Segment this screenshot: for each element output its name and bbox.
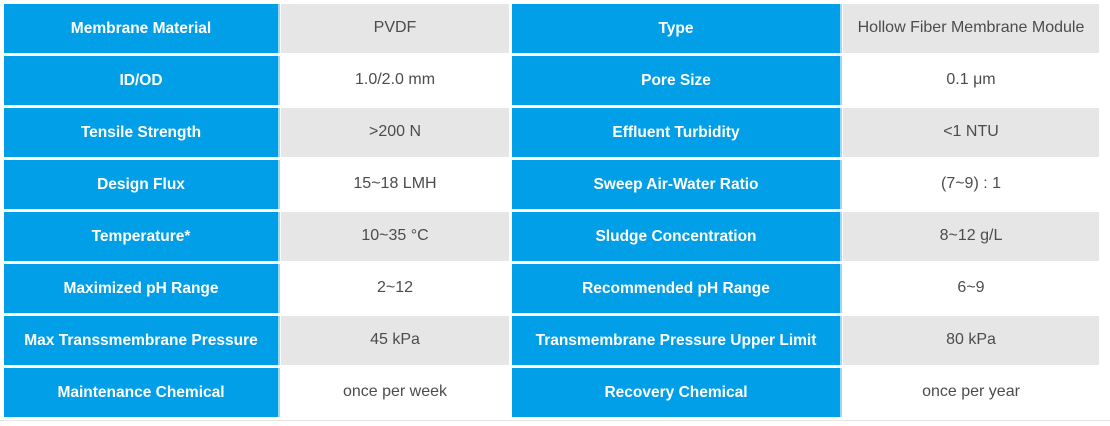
spec-value-effluent-turbidity: <1 NTU bbox=[843, 108, 1099, 157]
spec-value-tensile-strength: >200 N bbox=[281, 108, 509, 157]
spec-label-recommended-ph-range: Recommended pH Range bbox=[512, 264, 840, 313]
spec-table: Membrane Material PVDF Type Hollow Fiber… bbox=[4, 4, 1099, 417]
spec-label-temperature: Temperature* bbox=[4, 212, 278, 261]
spec-label-sludge-concentration: Sludge Concentration bbox=[512, 212, 840, 261]
spec-value-membrane-material: PVDF bbox=[281, 4, 509, 53]
spec-label-maintenance-chemical: Maintenance Chemical bbox=[4, 368, 278, 417]
spec-label-maximized-ph-range: Maximized pH Range bbox=[4, 264, 278, 313]
spec-value-sweep-air-water-ratio: (7~9) : 1 bbox=[843, 160, 1099, 209]
spec-label-pore-size: Pore Size bbox=[512, 56, 840, 105]
spec-value-recovery-chemical: once per year bbox=[843, 368, 1099, 417]
spec-label-sweep-air-water-ratio: Sweep Air-Water Ratio bbox=[512, 160, 840, 209]
spec-value-sludge-concentration: 8~12 g/L bbox=[843, 212, 1099, 261]
table-bottom-divider bbox=[0, 420, 1110, 421]
spec-value-id-od: 1.0/2.0 mm bbox=[281, 56, 509, 105]
spec-label-id-od: ID/OD bbox=[4, 56, 278, 105]
spec-value-recommended-ph-range: 6~9 bbox=[843, 264, 1099, 313]
spec-label-membrane-material: Membrane Material bbox=[4, 4, 278, 53]
spec-label-recovery-chemical: Recovery Chemical bbox=[512, 368, 840, 417]
spec-value-maximized-ph-range: 2~12 bbox=[281, 264, 509, 313]
spec-value-transmembrane-pressure-upper-limit: 80 kPa bbox=[843, 316, 1099, 365]
spec-value-type: Hollow Fiber Membrane Module bbox=[843, 4, 1099, 53]
spec-label-max-transmembrane-pressure: Max Transsmembrane Pressure bbox=[4, 316, 278, 365]
spec-label-effluent-turbidity: Effluent Turbidity bbox=[512, 108, 840, 157]
spec-label-design-flux: Design Flux bbox=[4, 160, 278, 209]
spec-value-design-flux: 15~18 LMH bbox=[281, 160, 509, 209]
spec-label-type: Type bbox=[512, 4, 840, 53]
spec-value-maintenance-chemical: once per week bbox=[281, 368, 509, 417]
spec-value-pore-size: 0.1 μm bbox=[843, 56, 1099, 105]
spec-label-tensile-strength: Tensile Strength bbox=[4, 108, 278, 157]
spec-label-transmembrane-pressure-upper-limit: Transmembrane Pressure Upper Limit bbox=[512, 316, 840, 365]
spec-value-temperature: 10~35 °C bbox=[281, 212, 509, 261]
spec-value-max-transmembrane-pressure: 45 kPa bbox=[281, 316, 509, 365]
